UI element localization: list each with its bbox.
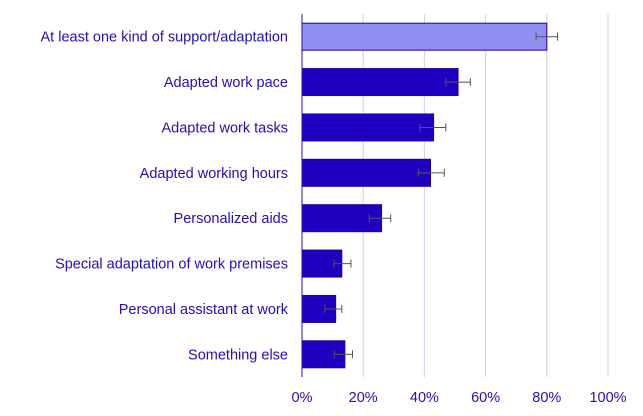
x-tick-label: 0% xyxy=(292,390,313,406)
bar xyxy=(301,204,383,233)
category-label: Something else xyxy=(188,347,288,363)
bar xyxy=(301,113,435,142)
x-tick-label: 40% xyxy=(410,390,439,406)
category-label: At least one kind of support/adaptation xyxy=(41,30,288,46)
error-bar xyxy=(417,168,445,177)
bar xyxy=(301,68,459,97)
category-label: Adapted work tasks xyxy=(161,120,288,136)
x-tick-label: 80% xyxy=(532,390,561,406)
category-label: Special adaptation of work premises xyxy=(55,257,288,273)
error-bar xyxy=(445,78,471,87)
category-labels: At least one kind of support/adaptation A… xyxy=(41,30,289,364)
error-bar xyxy=(333,259,352,268)
error-bar xyxy=(333,350,353,359)
x-tick-label: 20% xyxy=(349,390,378,406)
category-label: Adapted work pace xyxy=(164,75,288,91)
x-tick-label: 100% xyxy=(589,390,626,406)
category-label: Personalized aids xyxy=(174,211,288,227)
category-label: Personal assistant at work xyxy=(119,302,289,318)
error-bars xyxy=(324,32,559,359)
bar xyxy=(301,158,432,187)
category-label: Adapted working hours xyxy=(140,166,288,182)
x-tick-labels: 0% 20% 40% 60% 80% 100% xyxy=(292,390,627,406)
error-bar xyxy=(324,304,343,313)
error-bar xyxy=(419,123,447,132)
x-tick-label: 60% xyxy=(471,390,500,406)
bar xyxy=(301,22,548,51)
error-bar xyxy=(368,214,392,223)
error-bar xyxy=(535,32,559,41)
